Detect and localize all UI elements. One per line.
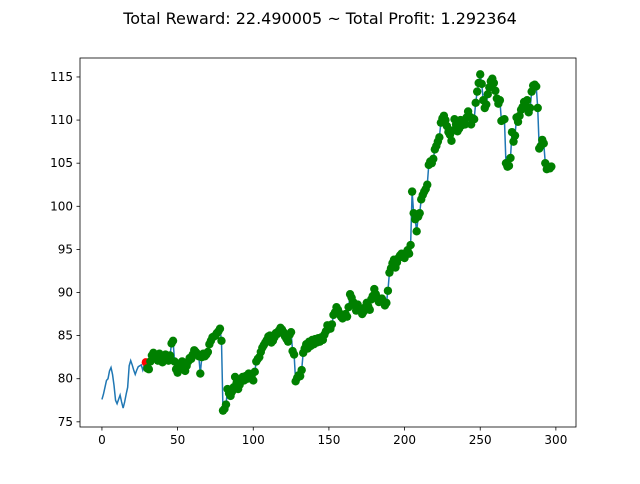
x-tick-label: 200 xyxy=(393,433,416,447)
position-marker xyxy=(407,187,417,196)
position-marker xyxy=(406,240,415,250)
x-tick-label: 0 xyxy=(98,433,106,447)
position-marker xyxy=(533,103,542,113)
position-marker xyxy=(429,154,438,164)
x-tick-label: 250 xyxy=(469,433,492,447)
position-marker xyxy=(423,180,432,189)
position-marker xyxy=(297,365,306,375)
position-marker xyxy=(168,336,178,345)
y-tick-label: 110 xyxy=(50,113,73,127)
position-marker xyxy=(522,96,532,105)
position-marker xyxy=(477,79,486,89)
position-marker xyxy=(447,136,456,145)
position-marker xyxy=(249,376,258,385)
position-marker xyxy=(489,78,499,88)
position-marker xyxy=(221,400,231,409)
position-marker xyxy=(342,312,352,321)
position-marker xyxy=(525,103,535,113)
position-marker xyxy=(500,115,509,124)
y-tick-label: 105 xyxy=(50,156,73,170)
position-marker xyxy=(506,153,515,163)
position-marker xyxy=(547,162,556,171)
position-marker xyxy=(382,298,391,308)
plot-frame xyxy=(79,57,577,428)
position-marker xyxy=(383,286,393,295)
y-tick-label: 75 xyxy=(58,415,73,429)
x-tick-label: 100 xyxy=(242,433,265,447)
x-tick-label: 150 xyxy=(317,433,340,447)
position-marker xyxy=(365,305,374,314)
position-marker xyxy=(471,98,480,108)
position-marker xyxy=(196,369,205,378)
position-marker xyxy=(476,70,485,79)
chart-title: Total Reward: 22.490005 ~ Total Profit: … xyxy=(122,9,517,28)
position-marker xyxy=(289,350,299,359)
y-tick-label: 115 xyxy=(50,70,73,84)
position-marker xyxy=(415,208,424,218)
position-marker xyxy=(327,320,337,329)
x-tick-label: 300 xyxy=(544,433,567,447)
position-marker xyxy=(469,115,479,124)
position-marker xyxy=(491,86,500,95)
x-tick-label: 50 xyxy=(170,433,185,447)
position-marker xyxy=(144,365,154,374)
position-marker xyxy=(217,336,226,345)
y-tick-label: 100 xyxy=(50,199,73,213)
y-tick-label: 95 xyxy=(58,242,73,256)
y-tick-label: 90 xyxy=(58,286,73,300)
y-tick-label: 85 xyxy=(58,329,73,343)
position-marker xyxy=(539,139,548,148)
position-marker xyxy=(435,133,444,142)
position-marker xyxy=(404,249,414,258)
position-marker xyxy=(510,131,520,140)
position-marker xyxy=(286,327,296,337)
position-marker xyxy=(460,120,470,129)
position-marker xyxy=(283,337,293,346)
position-marker xyxy=(412,227,421,236)
position-marker xyxy=(482,100,491,109)
position-marker xyxy=(215,324,225,333)
position-marker xyxy=(532,82,541,91)
y-tick-label: 80 xyxy=(58,372,73,386)
position-marker xyxy=(472,87,482,96)
position-marker xyxy=(203,347,213,357)
position-marker xyxy=(250,367,259,377)
position-marker xyxy=(495,96,505,105)
position-marker xyxy=(165,351,175,360)
position-marker xyxy=(504,161,514,170)
position-marker xyxy=(483,90,492,99)
